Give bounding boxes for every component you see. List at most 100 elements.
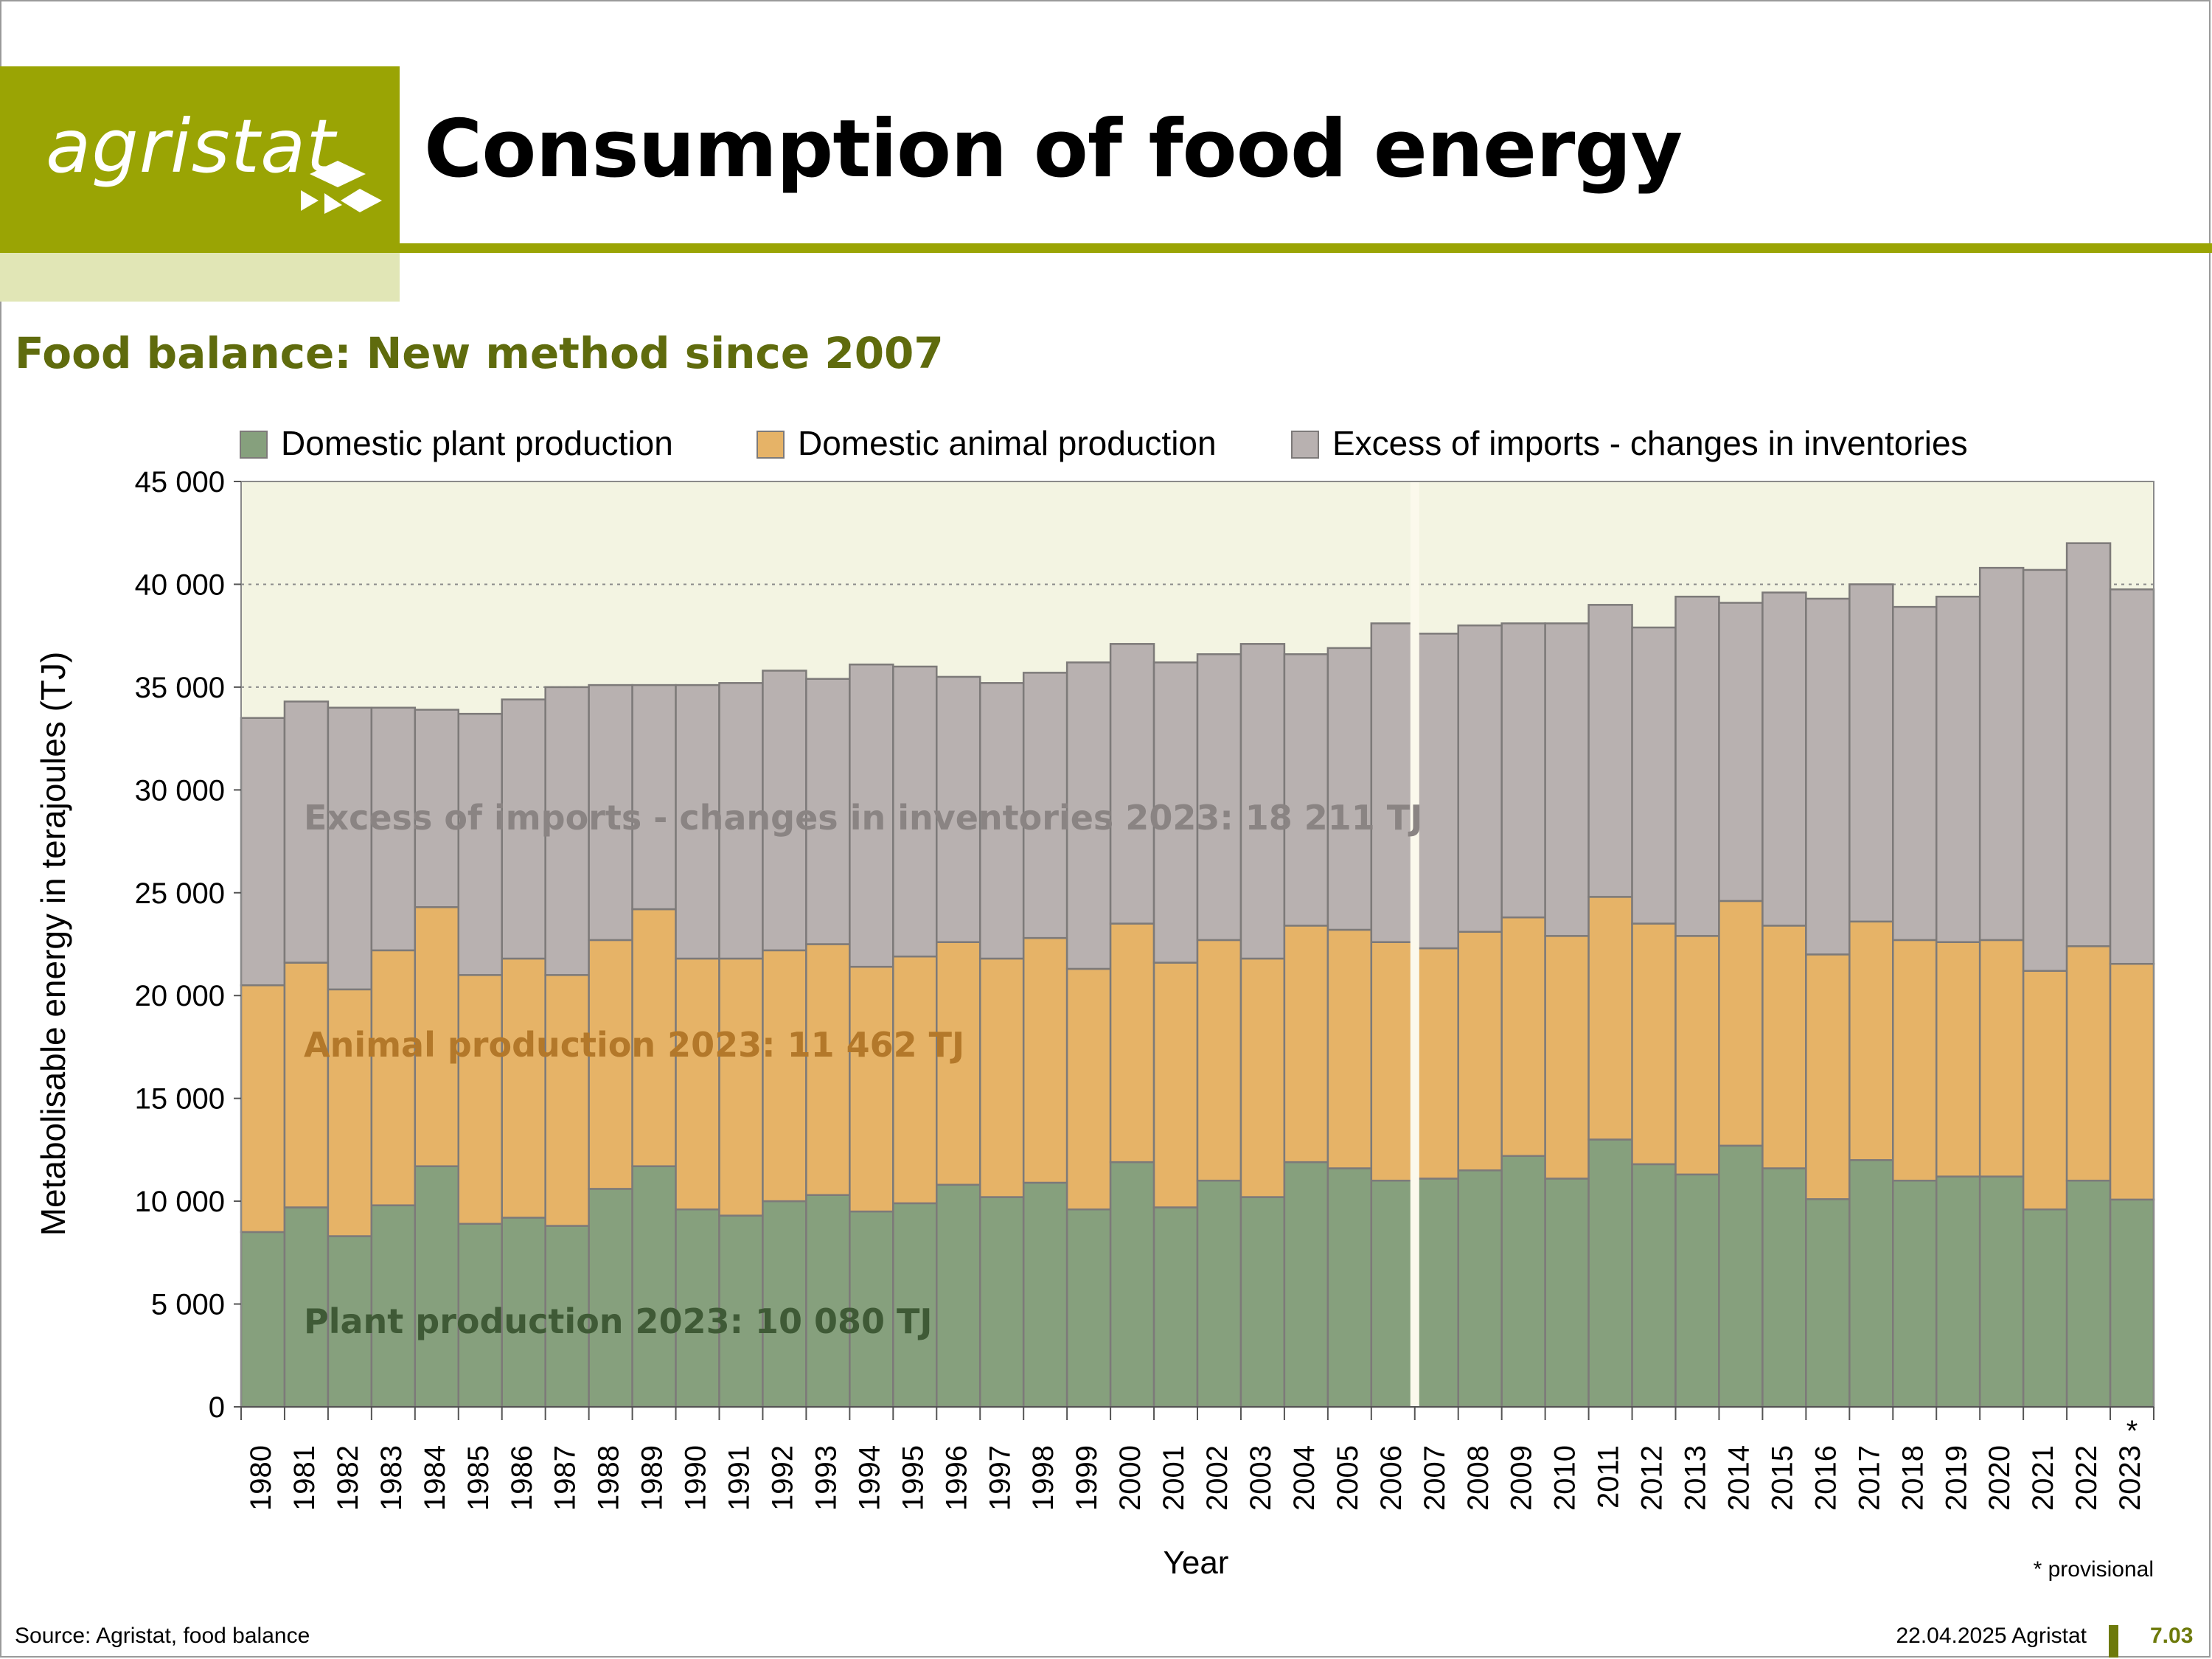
bar-imports-1991 [718, 682, 764, 960]
x-tick-label-1985: 1985 [462, 1445, 495, 1511]
x-tick-label-1981: 1981 [288, 1445, 321, 1511]
bar-imports-1986 [501, 698, 546, 960]
bar-plant-2004 [1283, 1161, 1329, 1408]
x-tick-label-2000: 2000 [1114, 1445, 1147, 1511]
bar-plant-2002 [1196, 1179, 1242, 1408]
x-tick-label-2007: 2007 [1419, 1445, 1451, 1511]
x-tick-label-2020: 2020 [1983, 1445, 2016, 1511]
bar-imports-2000 [1109, 643, 1155, 925]
bar-animal-2016 [1805, 953, 1851, 1200]
bar-plant-2003 [1239, 1196, 1286, 1408]
bar-plant-2000 [1109, 1161, 1155, 1408]
x-tick-label-1989: 1989 [636, 1445, 669, 1511]
bar-imports-1990 [675, 684, 720, 960]
bar-animal-1987 [544, 974, 590, 1227]
bar-animal-1985 [457, 974, 503, 1225]
x-tick-label-2008: 2008 [1462, 1445, 1495, 1511]
bar-animal-1994 [849, 965, 894, 1213]
legend-label-2: Excess of imports - changes in inventori… [1332, 424, 1968, 462]
bar-imports-2013 [1674, 595, 1720, 937]
x-tick-label-2010: 2010 [1549, 1445, 1582, 1511]
bar-imports-2002 [1196, 653, 1242, 942]
legend-label-1: Domestic animal production [798, 424, 1217, 462]
x-tick-label-1990: 1990 [680, 1445, 712, 1511]
bar-imports-1985 [457, 712, 503, 976]
bar-animal-2020 [1978, 939, 2025, 1178]
bar-plant-2017 [1848, 1159, 1894, 1408]
logo-diamond-icon [301, 161, 382, 214]
bar-imports-1992 [762, 669, 807, 952]
x-tick-label-1998: 1998 [1027, 1445, 1060, 1511]
logo-underlay [0, 253, 400, 302]
logo [0, 66, 400, 253]
bar-animal-2009 [1500, 916, 1546, 1158]
bar-plant-1982 [327, 1235, 373, 1408]
bar-plant-2009 [1500, 1155, 1546, 1408]
y-axis-title: Metabolisable energy in terajoules (TJ) [34, 652, 72, 1237]
bar-plant-2007 [1413, 1178, 1459, 1408]
bar-plant-2018 [1892, 1179, 1938, 1408]
x-tick-label-2019: 2019 [1940, 1445, 1972, 1511]
bar-imports-2003 [1239, 643, 1286, 960]
legend-swatch-0 [240, 431, 268, 459]
x-tick-label-2018: 2018 [1896, 1445, 1929, 1511]
bar-imports-1987 [544, 686, 590, 976]
bar-animal-1999 [1065, 967, 1112, 1211]
bar-animal-1996 [936, 941, 981, 1186]
x-tick-label-1997: 1997 [984, 1445, 1016, 1511]
bar-animal-2022 [2065, 945, 2112, 1182]
bar-imports-1995 [892, 665, 938, 958]
x-tick-label-1993: 1993 [810, 1445, 842, 1511]
legend-swatch-1 [757, 431, 785, 459]
footer-divider [2109, 1625, 2118, 1658]
bar-plant-2010 [1544, 1178, 1590, 1408]
bar-animal-2013 [1674, 935, 1720, 1176]
bar-animal-1995 [892, 955, 938, 1205]
x-tick-label-1996: 1996 [940, 1445, 973, 1511]
x-tick-label-2006: 2006 [1375, 1445, 1408, 1511]
bar-plant-1984 [414, 1165, 460, 1408]
x-axis-title: Year [1164, 1545, 1229, 1581]
bar-plant-1992 [762, 1200, 807, 1408]
y-tick-label: 5 000 [151, 1289, 225, 1321]
bar-imports-1980 [240, 717, 286, 987]
bar-animal-1984 [414, 906, 460, 1167]
bar-plant-2011 [1587, 1138, 1633, 1408]
bar-imports-2006 [1370, 622, 1416, 943]
provisional-marker: * [2126, 1415, 2138, 1447]
bar-plant-1998 [1022, 1181, 1068, 1408]
bar-animal-2017 [1848, 920, 1894, 1161]
legend-label-0: Domestic plant production [281, 424, 673, 462]
x-tick-label-1988: 1988 [593, 1445, 625, 1511]
bar-imports-2022 [2065, 542, 2112, 947]
bar-plant-1999 [1065, 1208, 1112, 1408]
bar-plant-1980 [240, 1231, 286, 1408]
y-tick-label: 40 000 [135, 568, 225, 601]
bar-animal-2007 [1413, 947, 1459, 1180]
bar-plant-2022 [2065, 1179, 2112, 1408]
bar-animal-2018 [1892, 939, 1938, 1182]
x-tick-label-1984: 1984 [419, 1445, 451, 1511]
x-tick-label-2009: 2009 [1506, 1445, 1538, 1511]
bar-animal-2014 [1718, 900, 1764, 1147]
x-tick-label-2013: 2013 [1680, 1445, 1712, 1511]
bar-plant-1993 [805, 1194, 851, 1408]
bar-animal-2001 [1152, 961, 1199, 1208]
bar-animal-1997 [978, 957, 1025, 1198]
bar-imports-2005 [1326, 647, 1373, 931]
x-tick-label-2015: 2015 [1766, 1445, 1798, 1511]
bar-plant-2013 [1674, 1173, 1720, 1408]
y-tick-label: 0 [209, 1391, 225, 1424]
annotation-0: Excess of imports - changes in inventori… [304, 798, 1422, 838]
bar-animal-1990 [675, 957, 720, 1211]
bar-imports-2004 [1283, 653, 1329, 927]
x-tick-label-1983: 1983 [375, 1445, 408, 1511]
bar-animal-1983 [370, 949, 417, 1206]
bar-plant-1996 [936, 1183, 981, 1408]
x-tick-label-1991: 1991 [723, 1445, 756, 1511]
bar-imports-2017 [1848, 583, 1894, 923]
bar-animal-2019 [1935, 941, 1981, 1178]
bar-imports-2014 [1718, 602, 1764, 902]
y-tick-label: 35 000 [135, 672, 225, 704]
